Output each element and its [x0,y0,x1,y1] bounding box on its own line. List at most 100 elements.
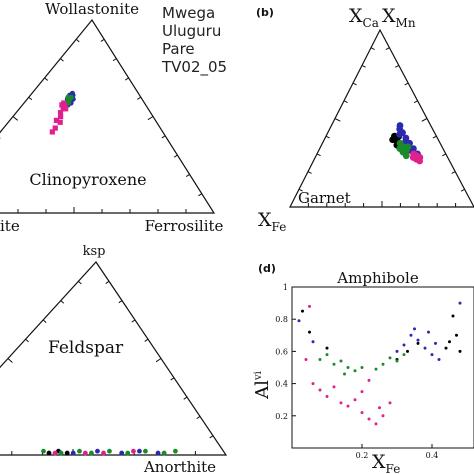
data-point-tv02-05 [416,154,424,161]
data-point-pare [125,450,131,456]
data-point-tv02-05 [52,450,58,456]
panel-amphibole: (d) Amphibole 1 0.8 0.6 0.4 0.2 0.2 0.4 Alvi X… [252,262,474,474]
data-point-tv02-05 [346,404,350,408]
ternary-garnet-tick [413,100,418,104]
data-point-pare [161,450,167,456]
data-point-pare [332,362,336,366]
data-point-tv02-05 [311,382,315,386]
ternary-garnet-tick [404,82,409,86]
data-point-tv02-05 [52,125,58,131]
data-point-mwega [325,346,329,350]
ternary-clinopyroxene-tick [198,193,203,197]
data-point-pare [173,448,178,454]
ternary-garnet-tick [316,153,321,157]
corner-label-wollastonite: Wollastonite [45,0,139,18]
data-point-pare [89,450,94,456]
ternary-clinopyroxene-tick [44,77,49,81]
data-point-pare [41,448,46,454]
y-axis-label: Alvi [252,371,273,400]
ternary-garnet-tick [451,171,456,174]
data-point-tv02-05 [308,304,311,308]
data-point-tv02-05 [63,106,69,112]
data-point-uluguru [413,327,416,331]
data-point-tv02-05 [367,417,371,421]
y-tick-label: 0.8 [275,315,288,324]
data-point-mwega [308,330,311,334]
data-point-pare [395,359,399,363]
data-point-pare [107,448,112,454]
data-point-uluguru [395,349,399,353]
data-point-mwega [46,450,52,456]
data-point-pare [325,353,329,357]
ternary-clinopyroxene-tick [60,58,64,62]
data-point-pare [318,357,322,361]
data-point-tv02-05 [381,414,385,418]
plot-frame-amphibole [291,286,474,449]
x-tick-label: 0.2 [356,451,369,460]
data-point-tv02-05 [332,385,336,389]
data-point-pare [402,353,406,357]
data-point-tv02-05 [378,406,381,410]
plot-title-amphibole: Amphibole [336,269,419,287]
ternary-garnet-tick [370,47,375,50]
ternary-ticks-clinopyroxene [0,38,203,213]
data-point-uluguru [70,450,76,456]
ternary-clinopyroxene-tick [147,116,154,121]
ternary-triangle-garnet [289,28,474,208]
ternary-garnet-tick [352,82,357,86]
points-feldspar [41,448,178,456]
ternary-garnet-tick [325,135,330,139]
y-tick-label: 0.4 [275,380,288,389]
panel-clinopyroxene: Wollastonite ite Ferrosilite Clinopyroxe… [0,0,224,235]
data-point-mwega [448,340,451,344]
data-point-tv02-05 [82,450,88,456]
corner-label-ksp: ksp [83,244,106,259]
panel-label-b: (b) [256,6,274,19]
x-tick-label: 0.4 [426,451,439,460]
data-point-tv02-05 [58,113,64,120]
legend: Mwega Uluguru Pare TV02_05 [161,4,227,77]
data-point-tv02-05 [318,388,322,392]
y-tick-label: 1 [283,283,288,292]
data-point-tv02-05 [304,357,308,361]
ternary-feldspar-tick [42,319,47,323]
data-point-tv02-05 [101,450,106,456]
ternary-title-garnet: Garnet [298,189,351,207]
legend-entry-uluguru: Uluguru [162,22,221,40]
ternary-clinopyroxene-tick [75,38,80,43]
corner-label-xca: XCa [349,5,379,30]
data-point-tv02-05 [131,448,136,454]
data-point-tv02-05 [59,102,65,108]
ternary-feldspar-tick [60,300,65,304]
data-point-mwega [444,346,448,350]
ternary-feldspar-tick [183,396,188,400]
data-point-pare [396,145,404,152]
panel-label-d: (d) [258,262,276,275]
data-point-pare [58,450,64,456]
ternary-feldspar-tick [25,338,29,343]
ternary-clinopyroxene-tick [112,58,117,62]
data-point-mwega [64,450,70,456]
data-point-uluguru [437,357,441,361]
legend-entry-tv02-05: TV02_05 [161,58,227,77]
corner-label-enstatite-fragment: ite [0,217,20,235]
x-axis-label: XFe [372,451,400,474]
panel-feldspar: ksp Feldspar Anorthite [0,244,228,474]
data-point-pare [143,448,148,454]
data-point-uluguru [297,319,301,323]
data-point-uluguru [427,330,430,334]
data-point-tv02-05 [360,390,364,394]
data-point-tv02-05 [49,129,55,135]
data-point-mwega [458,349,462,353]
ternary-feldspar-tick [144,338,149,342]
data-point-pare [374,367,378,371]
ternary-feldspar-tick [170,377,175,381]
data-point-mwega [451,314,455,318]
data-point-uluguru [434,341,437,345]
data-point-mwega [406,349,409,353]
ternary-title-feldspar: Feldspar [48,338,124,358]
data-point-uluguru [409,333,413,337]
ternary-ticks-garnet [298,47,465,207]
data-point-tv02-05 [367,378,371,382]
ternary-triangle-feldspar [0,261,228,456]
